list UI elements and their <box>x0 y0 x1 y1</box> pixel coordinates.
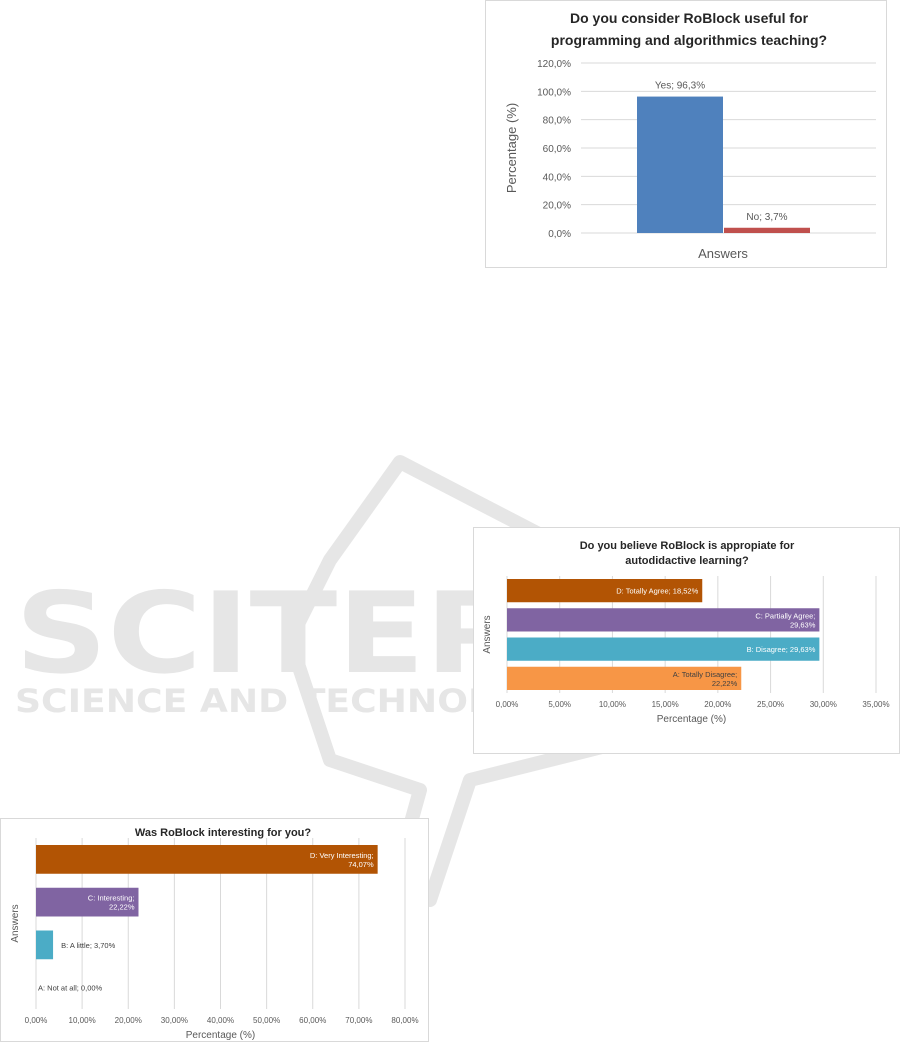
y-tick-label: 20,0% <box>543 201 571 212</box>
chart-roblock-autodidactive: Do you believe RoBlock is appropiate for… <box>473 527 900 754</box>
x-tick-label: 50,00% <box>253 1016 280 1025</box>
x-tick-label: 0,00% <box>25 1016 48 1025</box>
data-label: 29,63% <box>790 620 816 629</box>
chart-title: autodidactive learning? <box>625 555 749 567</box>
chart-title: Do you consider RoBlock useful for <box>570 10 809 26</box>
data-label: A: Not at all; 0,00% <box>38 984 103 993</box>
data-label: No; 3,7% <box>746 212 787 223</box>
x-tick-label: 60,00% <box>299 1016 326 1025</box>
x-tick-label: 0,00% <box>496 700 519 709</box>
chart-title: Was RoBlock interesting for you? <box>135 827 312 839</box>
chart-roblock-useful-svg: Do you consider RoBlock useful for progra… <box>504 10 876 261</box>
y-tick-label: 60,0% <box>543 144 571 155</box>
y-axis-label: Answers <box>10 904 21 942</box>
x-tick-label: 10,00% <box>69 1016 96 1025</box>
bar-b <box>507 637 820 661</box>
chart-roblock-autodidactive-svg: Do you believe RoBlock is appropiate for… <box>482 540 890 725</box>
bar-a <box>507 666 742 690</box>
y-tick-label: 120,0% <box>537 59 571 70</box>
chart-title: Do you believe RoBlock is appropiate for <box>580 540 795 552</box>
y-tick-label: 100,0% <box>537 87 571 98</box>
data-label: 22,22% <box>109 903 135 912</box>
x-tick-label: 10,00% <box>599 700 626 709</box>
y-axis-label: Percentage (%) <box>504 103 519 193</box>
data-label: C: Partially Agree; <box>755 611 815 620</box>
x-axis-label: Answers <box>698 246 748 261</box>
y-axis-label: Answers <box>482 615 493 653</box>
chart-title: programming and algorithmics teaching? <box>551 32 827 48</box>
x-tick-label: 80,00% <box>391 1016 418 1025</box>
bar-d <box>36 845 378 874</box>
x-tick-label: 70,00% <box>345 1016 372 1025</box>
data-label: B: A little; 3,70% <box>61 941 116 950</box>
x-tick-label: 5,00% <box>548 700 571 709</box>
y-tick-label: 40,0% <box>543 172 571 183</box>
data-label: B: Disagree; 29,63% <box>747 645 816 654</box>
x-tick-label: 15,00% <box>652 700 679 709</box>
bar-no <box>724 227 810 233</box>
y-tick-label: 0,0% <box>548 229 571 240</box>
bar-c <box>36 887 139 917</box>
x-tick-label: 30,00% <box>161 1016 188 1025</box>
x-tick-label: 20,00% <box>704 700 731 709</box>
data-label: C: Interesting; <box>88 894 135 903</box>
x-axis-label: Percentage (%) <box>657 714 726 725</box>
y-tick-label: 80,0% <box>543 116 571 127</box>
chart-roblock-interesting-svg: Was RoBlock interesting for you? 0,00% 10,… <box>10 827 419 1041</box>
data-label: 74,07% <box>348 860 374 869</box>
data-label: Yes; 96,3% <box>655 81 705 92</box>
data-label: A: Totally Disagree; <box>673 670 737 679</box>
data-label: 22,22% <box>712 679 738 688</box>
bar-d <box>507 579 703 603</box>
x-tick-label: 40,00% <box>207 1016 234 1025</box>
bar-yes <box>637 96 723 233</box>
bar-b <box>36 930 54 960</box>
data-label: D: Totally Agree; 18,52% <box>616 587 698 596</box>
chart-roblock-useful: Do you consider RoBlock useful for progra… <box>485 0 887 268</box>
data-label: D: Very Interesting; <box>310 851 374 860</box>
x-tick-label: 20,00% <box>115 1016 142 1025</box>
x-axis-label: Percentage (%) <box>186 1030 255 1041</box>
x-tick-label: 30,00% <box>810 700 837 709</box>
chart-roblock-interesting: Was RoBlock interesting for you? 0,00% 10,… <box>0 818 429 1042</box>
x-tick-label: 35,00% <box>862 700 889 709</box>
x-tick-label: 25,00% <box>757 700 784 709</box>
bar-c <box>507 608 820 632</box>
